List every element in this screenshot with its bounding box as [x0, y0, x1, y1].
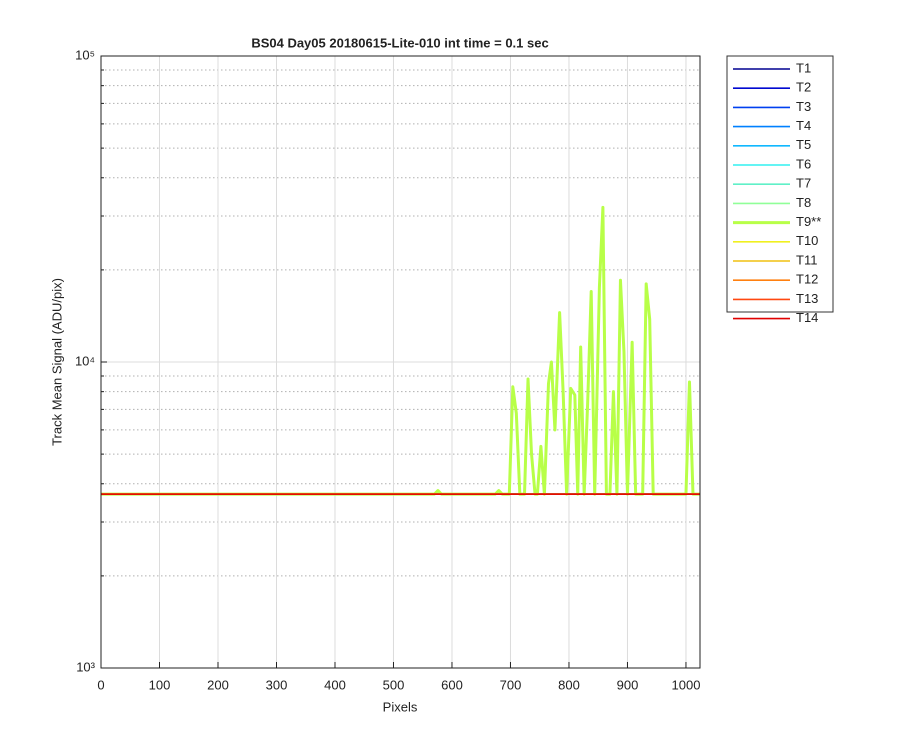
y-tick-label: 10⁵: [75, 47, 95, 62]
legend-label: T5: [796, 137, 811, 152]
x-tick-label: 700: [500, 677, 522, 692]
legend-label: T9**: [796, 214, 821, 229]
chart-title: BS04 Day05 20180615-Lite-010 int time = …: [251, 35, 548, 50]
x-tick-label: 200: [207, 677, 229, 692]
legend-label: T1: [796, 60, 811, 75]
x-tick-label: 100: [149, 677, 171, 692]
y-tick-label: 10⁴: [75, 353, 95, 368]
legend-label: T12: [796, 272, 818, 287]
axes-box: [100, 55, 701, 669]
x-tick-label: 0: [97, 677, 104, 692]
x-tick-label: 800: [558, 677, 580, 692]
x-tick-label: 900: [617, 677, 639, 692]
legend-label: T11: [796, 252, 817, 267]
legend-label: T7: [796, 176, 811, 191]
x-axis-label: Pixels: [383, 699, 418, 714]
y-axis-label: Track Mean Signal (ADU/pix): [49, 278, 64, 446]
legend-label: T13: [796, 291, 818, 306]
legend-label: T3: [796, 99, 811, 114]
x-tick-label: 600: [441, 677, 463, 692]
legend-label: T8: [796, 195, 811, 210]
legend-label: T6: [796, 156, 811, 171]
x-tick-label: 400: [324, 677, 346, 692]
legend-label: T2: [796, 80, 811, 95]
x-tick-label: 500: [383, 677, 405, 692]
x-tick-label: 300: [266, 677, 288, 692]
legend-label: T10: [796, 233, 818, 248]
y-tick-label: 10³: [76, 659, 95, 674]
x-tick-label: 1000: [672, 677, 701, 692]
legend-label: T4: [796, 118, 811, 133]
series-line: [101, 205, 700, 496]
legend-label: T14: [796, 310, 818, 325]
